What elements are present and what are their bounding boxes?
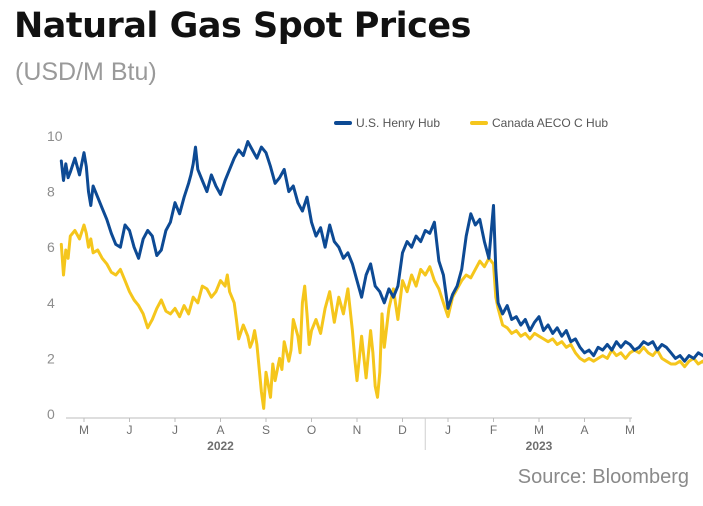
page-subtitle: (USD/M Btu) <box>15 58 157 86</box>
x-tick-label: N <box>353 423 362 437</box>
x-tick-label: S <box>262 423 270 437</box>
year-label: 2023 <box>526 439 553 453</box>
legend-label: Canada AECO C Hub <box>492 116 608 130</box>
x-tick-label: J <box>445 423 451 437</box>
y-axis: 0 2 4 6 8 10 <box>47 128 63 422</box>
x-tick-label: A <box>216 423 224 437</box>
legend-label: U.S. Henry Hub <box>356 116 440 130</box>
series-line-henry-hub <box>59 140 703 363</box>
y-tick-label: 4 <box>47 295 55 311</box>
page-title: Natural Gas Spot Prices <box>14 6 471 46</box>
y-tick-label: 8 <box>47 184 55 200</box>
y-tick-label: 10 <box>47 128 63 144</box>
legend: U.S. Henry Hub Canada AECO C Hub <box>334 116 608 130</box>
series-line-aeco <box>59 223 703 410</box>
x-axis: M J J A S O N D J F M A M 2022 2023 <box>66 417 635 453</box>
x-tick-label: M <box>625 423 635 437</box>
series-lines <box>59 140 703 410</box>
x-tick-label: M <box>534 423 544 437</box>
source-note: Source: Bloomberg <box>517 466 689 488</box>
x-tick-label: M <box>79 423 89 437</box>
x-tick-label: O <box>307 423 316 437</box>
x-tick-label: A <box>580 423 588 437</box>
x-tick-label: J <box>127 423 133 437</box>
x-tick-label: D <box>398 423 407 437</box>
x-tick-label: J <box>172 423 178 437</box>
y-tick-label: 6 <box>47 239 55 255</box>
y-tick-label: 2 <box>47 350 55 366</box>
year-label: 2022 <box>207 439 234 453</box>
y-tick-label: 0 <box>47 406 55 422</box>
x-tick-label: F <box>490 423 497 437</box>
